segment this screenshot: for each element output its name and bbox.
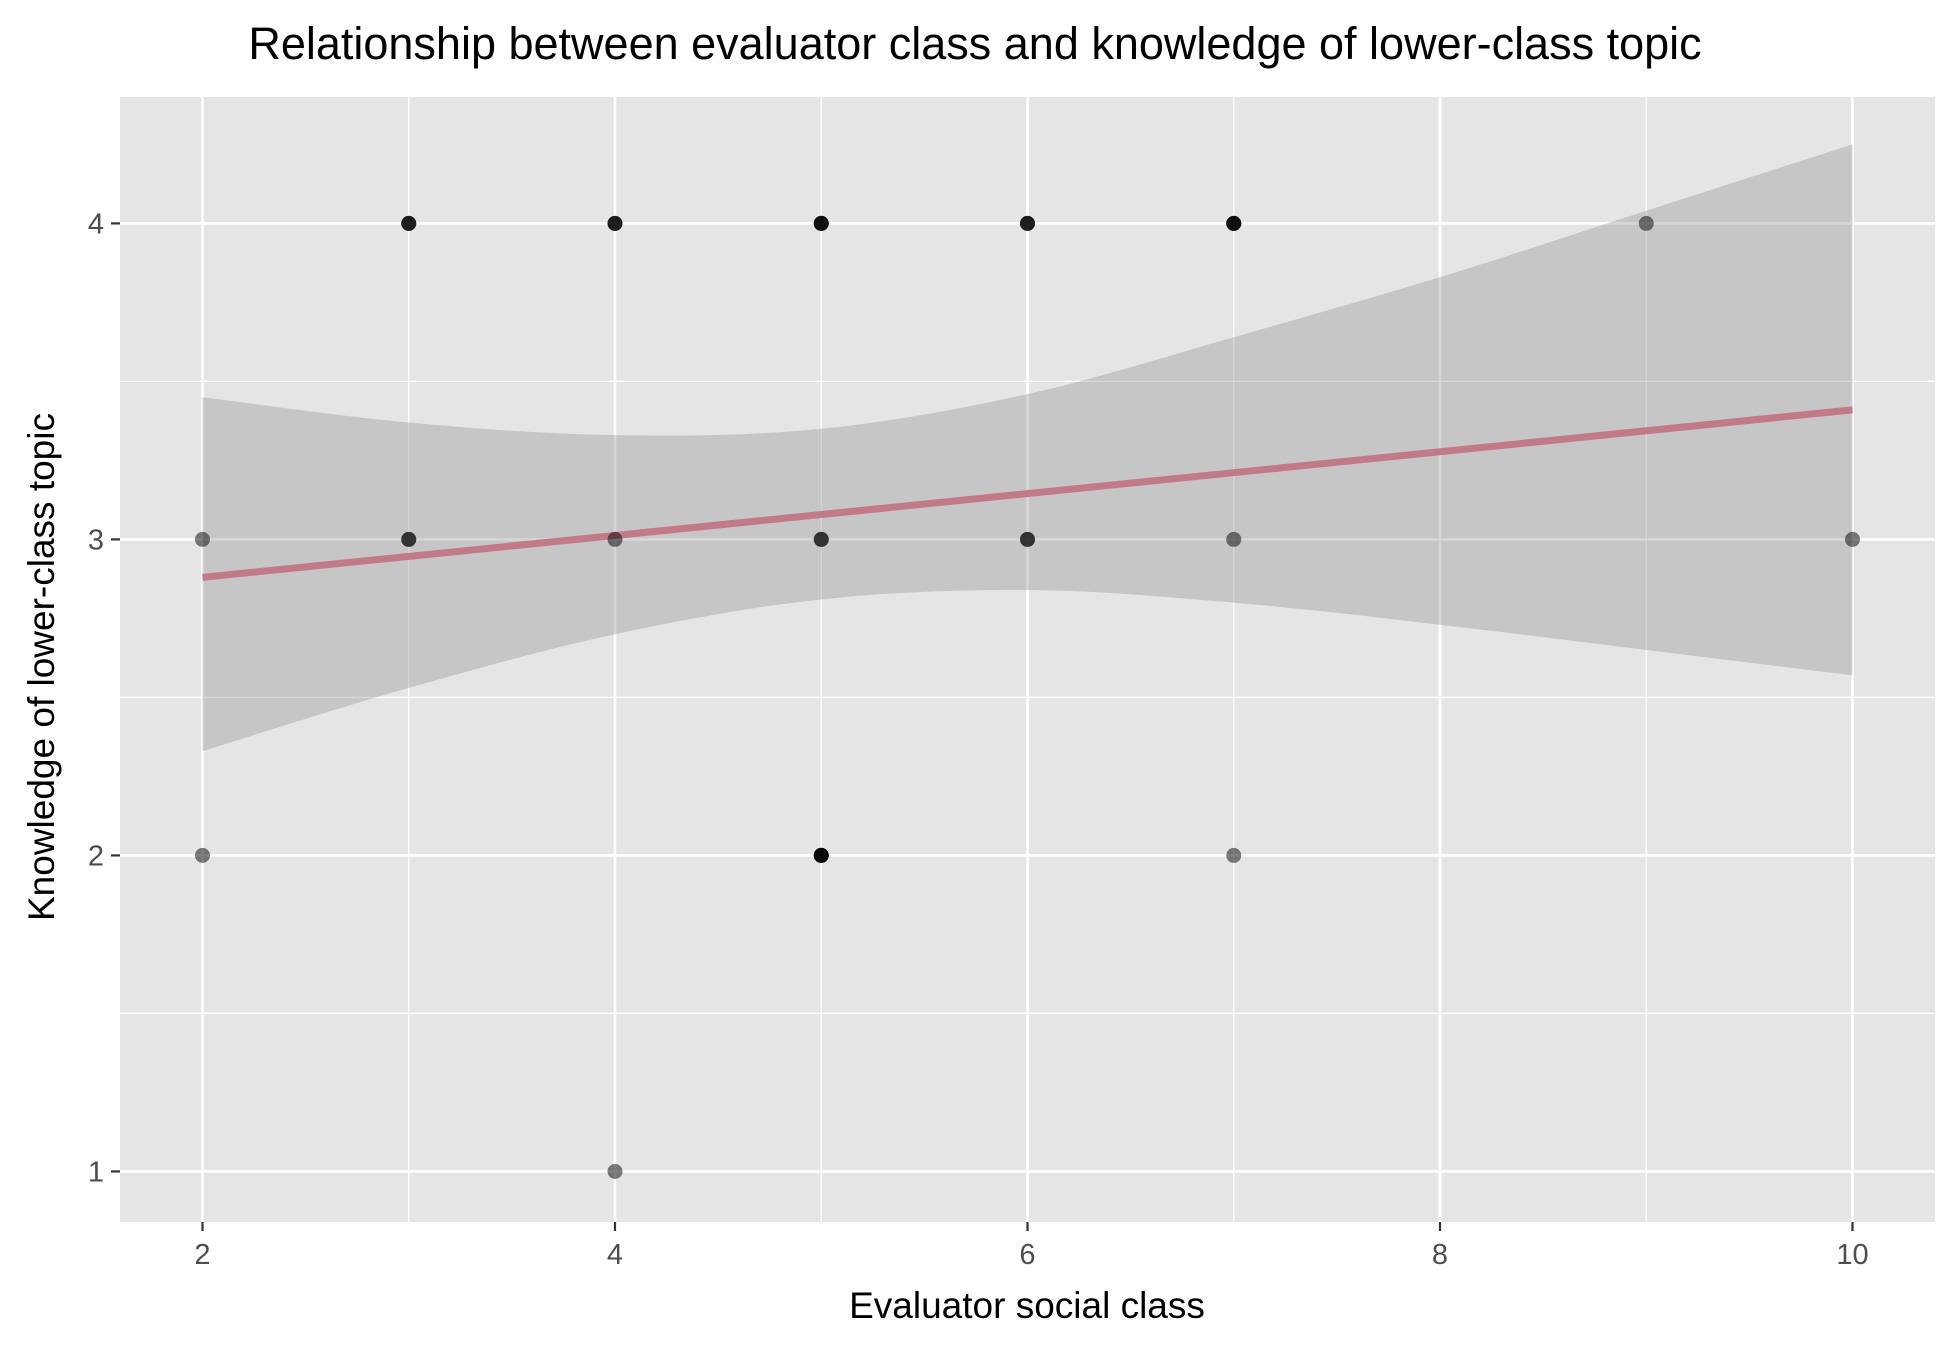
y-tick-label: 2	[88, 840, 104, 872]
chart-title: Relationship between evaluator class and…	[248, 18, 1702, 69]
data-point	[1638, 215, 1654, 231]
data-point	[1226, 531, 1242, 547]
data-points	[195, 215, 1860, 1179]
data-point	[401, 531, 417, 547]
data-point	[607, 531, 623, 547]
x-tick-label: 6	[1019, 1239, 1035, 1271]
confidence-band	[202, 144, 1853, 752]
data-point	[1226, 215, 1242, 231]
data-point	[1226, 847, 1242, 863]
x-tick-label: 8	[1432, 1239, 1448, 1271]
data-point	[813, 215, 829, 231]
data-point	[195, 531, 210, 547]
data-point	[1020, 215, 1035, 231]
data-point	[1845, 531, 1860, 547]
data-point	[607, 215, 623, 231]
x-tick-label: 2	[194, 1239, 210, 1271]
data-point	[607, 1163, 623, 1179]
data-point	[813, 531, 829, 547]
y-axis-ticks: 1 2 3 4	[88, 208, 120, 1188]
data-point	[1020, 531, 1035, 547]
x-tick-label: 4	[607, 1239, 623, 1271]
x-tick-label: 10	[1836, 1239, 1868, 1271]
y-tick-label: 3	[88, 524, 104, 556]
regression-line	[202, 406, 1853, 581]
data-point	[401, 215, 417, 231]
data-point	[813, 847, 829, 863]
y-tick-label: 4	[88, 208, 104, 240]
data-point	[195, 847, 210, 863]
x-axis-label: Evaluator social class	[849, 1285, 1205, 1326]
y-tick-label: 1	[88, 1156, 104, 1188]
x-axis-ticks: 2 4 6 8 10	[194, 1222, 1869, 1271]
